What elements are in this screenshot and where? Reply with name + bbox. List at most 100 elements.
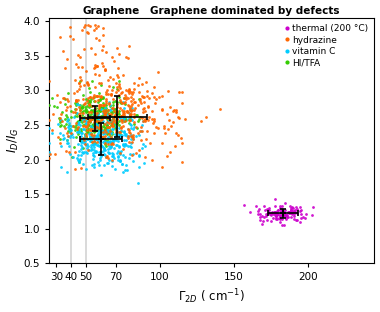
Point (91, 134, 97, 139)
Point (91, 109, 97, 114)
Point (141, 160, 147, 165)
Point (86, 114, 92, 119)
Point (95, 159, 101, 164)
Point (150, 120, 156, 125)
Point (89, 126, 95, 131)
Point (273, 213, 279, 218)
Point (92, 51, 98, 56)
Point (106, 100, 112, 105)
Point (75, 65, 81, 70)
Point (106, 131, 112, 136)
Point (103, 100, 109, 105)
Point (280, 210, 287, 215)
Point (97, 121, 103, 126)
Point (277, 203, 283, 208)
Point (106, 124, 112, 129)
Point (113, 136, 119, 141)
Point (88, 131, 94, 136)
Point (93, 150, 99, 155)
Point (76, 55, 82, 60)
Point (66, 127, 72, 132)
Point (143, 136, 149, 141)
Point (83, 166, 89, 171)
Point (109, 159, 115, 164)
Point (127, 152, 133, 157)
Point (92, 63, 98, 68)
Point (300, 214, 306, 219)
Point (100, 103, 106, 108)
Point (101, 135, 107, 140)
Point (94, 93, 100, 98)
Point (88, 112, 94, 117)
Point (92, 121, 98, 126)
Point (79, 102, 86, 107)
Point (165, 89, 171, 94)
Point (46, 152, 52, 157)
Point (87, 128, 93, 133)
Point (98, 106, 104, 111)
Point (104, 138, 110, 143)
Point (268, 218, 274, 223)
Point (109, 121, 116, 126)
Point (103, 89, 109, 94)
Point (91, 113, 97, 118)
Point (90, 107, 97, 112)
Point (83, 149, 89, 154)
Point (93, 121, 99, 126)
Point (117, 132, 123, 137)
Point (138, 101, 144, 106)
Point (92, 106, 98, 111)
Point (120, 95, 127, 100)
Point (106, 74, 112, 79)
Point (126, 120, 132, 125)
Point (95, 138, 101, 143)
Point (122, 100, 128, 105)
Point (92, 123, 98, 128)
Point (119, 101, 125, 106)
Point (117, 130, 123, 135)
Point (73, 98, 79, 103)
Point (105, 122, 111, 127)
Point (268, 212, 274, 217)
Point (76, 80, 82, 85)
Point (291, 216, 298, 221)
Point (105, 141, 111, 146)
Point (127, 144, 133, 149)
Point (88, 139, 94, 144)
Point (80, 115, 86, 120)
Point (88, 142, 94, 147)
Point (127, 87, 133, 92)
Point (127, 118, 133, 123)
Point (126, 156, 132, 161)
Point (91, 130, 97, 135)
Point (266, 211, 272, 216)
Point (126, 133, 132, 138)
Point (114, 87, 120, 92)
Point (98, 124, 104, 129)
Point (66, 122, 72, 127)
Point (277, 206, 283, 211)
Point (98, 153, 104, 158)
Point (104, 125, 110, 130)
Point (105, 114, 111, 119)
Point (94, 120, 100, 125)
Point (125, 110, 131, 115)
Point (91, 133, 97, 138)
Point (100, 104, 106, 109)
Point (91, 98, 97, 103)
Point (114, 115, 120, 120)
Point (89, 115, 95, 120)
Point (105, 128, 111, 133)
Point (262, 207, 268, 212)
Point (82, 133, 88, 138)
Point (125, 96, 131, 101)
Point (114, 73, 120, 78)
Point (106, 102, 112, 107)
Point (176, 115, 182, 120)
Point (100, 113, 106, 118)
Point (103, 49, 109, 54)
Point (114, 101, 120, 106)
Point (86, 113, 92, 118)
Point (86, 132, 92, 137)
Point (130, 151, 136, 156)
